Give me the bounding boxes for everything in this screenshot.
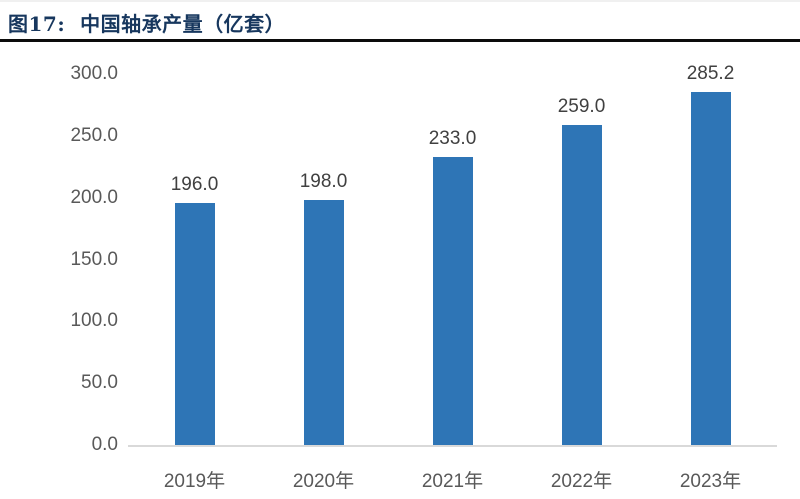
bar-value-label: 198.0 bbox=[299, 171, 348, 193]
x-category-label: 2022年 bbox=[550, 471, 613, 492]
title-divider bbox=[0, 39, 800, 42]
y-tick-label: 0.0 bbox=[91, 434, 118, 455]
plot-area: 196.0 198.0 233.0 259.0 285.2 bbox=[130, 63, 775, 445]
bar-slot: 285.2 bbox=[646, 63, 775, 445]
x-axis: 2019年 2020年 2021年 2022年 2023年 bbox=[130, 471, 775, 495]
bar-value-label: 196.0 bbox=[170, 173, 219, 195]
y-axis: 0.0 50.0 100.0 150.0 200.0 250.0 300.0 bbox=[0, 63, 118, 455]
bar-slot: 259.0 bbox=[517, 74, 646, 445]
bar-chart: 0.0 50.0 100.0 150.0 200.0 250.0 300.0 196.0 19… bbox=[0, 44, 800, 499]
bar bbox=[690, 92, 731, 445]
bar bbox=[174, 202, 215, 445]
bar bbox=[432, 156, 473, 445]
x-category-label: 2021年 bbox=[421, 471, 484, 492]
y-tick-label: 50.0 bbox=[81, 372, 118, 394]
x-category-label: 2023年 bbox=[679, 471, 742, 492]
figure-title: 图17: 中国轴承产量（亿套） bbox=[8, 12, 286, 36]
y-tick-label: 250.0 bbox=[70, 124, 118, 146]
bar bbox=[303, 200, 344, 445]
figure-header: 图17: 中国轴承产量（亿套） bbox=[0, 2, 800, 40]
y-tick-label: 100.0 bbox=[70, 310, 118, 332]
x-axis-line bbox=[128, 445, 777, 447]
x-category-label: 2019年 bbox=[163, 471, 226, 492]
y-tick-label: 200.0 bbox=[70, 186, 118, 208]
y-tick-label: 150.0 bbox=[70, 248, 118, 270]
bar bbox=[561, 124, 602, 445]
bar-slot: 233.0 bbox=[388, 74, 517, 445]
bar-slot: 198.0 bbox=[259, 74, 388, 445]
x-category-label: 2020年 bbox=[292, 471, 355, 492]
y-tick-label: 300.0 bbox=[70, 63, 118, 84]
bar-value-label: 285.2 bbox=[686, 63, 735, 85]
bar-value-label: 259.0 bbox=[557, 95, 606, 117]
bar-slot: 196.0 bbox=[130, 74, 259, 445]
bar-value-label: 233.0 bbox=[428, 127, 477, 149]
